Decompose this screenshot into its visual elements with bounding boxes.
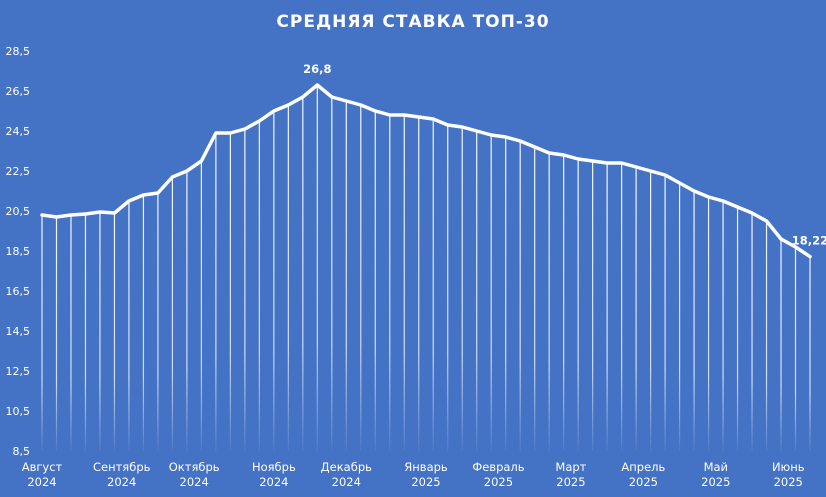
y-tick-label: 14,5 (6, 325, 31, 338)
x-tick-label-month: Апрель (621, 460, 665, 474)
series-line (40, 83, 812, 259)
drop-line (447, 125, 449, 451)
drop-line (461, 127, 463, 451)
drop-line (403, 115, 405, 451)
x-tick-label-month: Ноябрь (252, 460, 296, 474)
drop-line (55, 217, 58, 451)
drop-line (389, 115, 391, 451)
x-tick-label-year: 2024 (27, 475, 56, 489)
drop-line (519, 141, 521, 451)
y-tick-label: 22,5 (6, 165, 31, 178)
drop-line (171, 177, 174, 451)
drop-line (780, 239, 782, 451)
drop-line (99, 212, 101, 451)
x-tick-label-month: Август (22, 460, 63, 474)
drop-line (563, 155, 565, 451)
y-tick-label: 24,5 (6, 125, 31, 138)
y-tick-label: 28,5 (6, 45, 31, 58)
drop-line (548, 153, 550, 451)
drop-line (41, 215, 43, 451)
drop-line (809, 256, 811, 451)
drop-line (621, 163, 623, 451)
x-tick-label-month: Июнь (772, 460, 805, 474)
drop-line (287, 105, 289, 451)
drop-line (200, 161, 202, 451)
drop-line (664, 175, 666, 451)
drop-line (302, 97, 304, 451)
drop-line (722, 201, 724, 451)
drop-line (606, 163, 608, 451)
drop-line (215, 133, 217, 451)
x-tick-label-year: 2025 (774, 475, 803, 489)
x-tick-label-year: 2025 (701, 475, 730, 489)
x-tick-label-year: 2024 (180, 475, 209, 489)
drop-line (244, 129, 246, 451)
x-tick-label-month: Сентябрь (93, 460, 151, 474)
x-tick-label-month: Декабрь (321, 460, 372, 474)
drop-line (331, 97, 333, 451)
x-tick-label-year: 2025 (556, 475, 585, 489)
x-tick-label-month: Январь (404, 460, 448, 474)
drop-line (186, 171, 188, 451)
drop-line (128, 201, 130, 451)
drop-line (678, 183, 681, 451)
drop-line (432, 119, 434, 451)
drop-line (693, 191, 695, 451)
drop-line (142, 195, 145, 451)
data-label: 26,8 (303, 62, 331, 76)
x-tick-label-month: Март (555, 460, 586, 474)
drop-line (794, 247, 797, 451)
x-tick-label-year: 2025 (411, 475, 440, 489)
drop-line (751, 213, 753, 451)
drop-line (505, 137, 507, 451)
drop-line (360, 105, 362, 451)
drop-line (258, 121, 260, 451)
y-tick-label: 16,5 (6, 285, 31, 298)
drop-line (229, 133, 231, 451)
drop-line (490, 135, 492, 451)
drop-line (418, 117, 420, 451)
x-tick-label-year: 2024 (107, 475, 136, 489)
drop-line (534, 147, 536, 451)
drop-line (157, 193, 159, 451)
drop-line (765, 221, 768, 451)
data-label: 18,22 (792, 234, 826, 248)
drop-line (273, 111, 275, 451)
x-tick-label-month: Октябрь (169, 460, 220, 474)
y-tick-label: 12,5 (6, 365, 31, 378)
drop-line (592, 161, 594, 451)
drop-line (577, 159, 579, 451)
x-tick-label-month: Май (704, 460, 728, 474)
y-tick-label: 26,5 (6, 85, 31, 98)
x-tick-label-year: 2025 (484, 475, 513, 489)
drop-line (736, 207, 739, 451)
drop-line (635, 167, 637, 451)
drop-line (84, 214, 87, 451)
drop-line (374, 111, 376, 451)
drop-line (316, 85, 318, 451)
y-tick-label: 20,5 (6, 205, 31, 218)
y-tick-label: 10,5 (6, 405, 31, 418)
chart-title: СРЕДНЯЯ СТАВКА ТОП-30 (276, 12, 550, 32)
x-tick-label-month: Февраль (472, 460, 524, 474)
x-tick-label-year: 2024 (332, 475, 361, 489)
drop-line (476, 131, 478, 451)
drop-line (345, 101, 347, 451)
x-tick-label-year: 2025 (629, 475, 658, 489)
drop-line (650, 171, 652, 451)
drop-line (70, 215, 72, 451)
drop-line (113, 213, 116, 451)
y-tick-label: 8,5 (13, 445, 31, 458)
drop-line (707, 197, 710, 451)
x-tick-label-year: 2024 (259, 475, 288, 489)
y-tick-label: 18,5 (6, 245, 31, 258)
